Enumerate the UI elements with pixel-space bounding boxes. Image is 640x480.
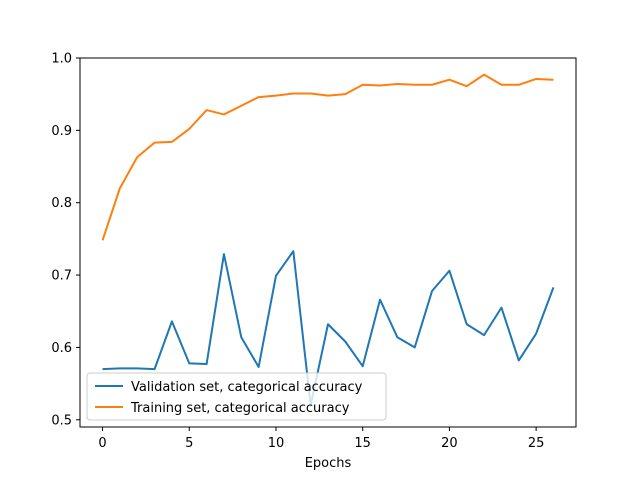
plot-frame xyxy=(79,57,577,428)
legend: Validation set, categorical accuracy Tra… xyxy=(86,372,387,421)
y-tick-label: 0.9 xyxy=(51,124,72,139)
legend-box xyxy=(86,372,387,421)
x-tick-label: 0 xyxy=(98,436,106,451)
y-tick-label: 0.5 xyxy=(51,413,72,428)
plot-area xyxy=(80,58,576,427)
legend-entry-training: Training set, categorical accuracy xyxy=(130,401,350,416)
y-tick-label: 0.6 xyxy=(51,341,72,356)
x-axis: 0 5 10 15 20 25 xyxy=(98,427,544,451)
x-tick-label: 20 xyxy=(441,436,458,451)
series-line-validation xyxy=(102,250,555,407)
y-axis: 0.5 0.6 0.7 0.8 0.9 1.0 xyxy=(51,52,80,428)
y-tick-label: 0.7 xyxy=(51,269,72,284)
legend-entry-validation: Validation set, categorical accuracy xyxy=(131,380,363,395)
y-tick-label: 1.0 xyxy=(51,52,72,67)
x-tick-label: 10 xyxy=(268,436,285,451)
series-line-training xyxy=(101,73,554,241)
y-tick-label: 0.8 xyxy=(51,196,72,211)
x-tick-label: 25 xyxy=(528,436,545,451)
x-tick-label: 15 xyxy=(354,436,371,451)
x-tick-label: 5 xyxy=(185,436,193,451)
series-layer xyxy=(101,73,555,407)
x-axis-label: Epochs xyxy=(305,456,352,471)
